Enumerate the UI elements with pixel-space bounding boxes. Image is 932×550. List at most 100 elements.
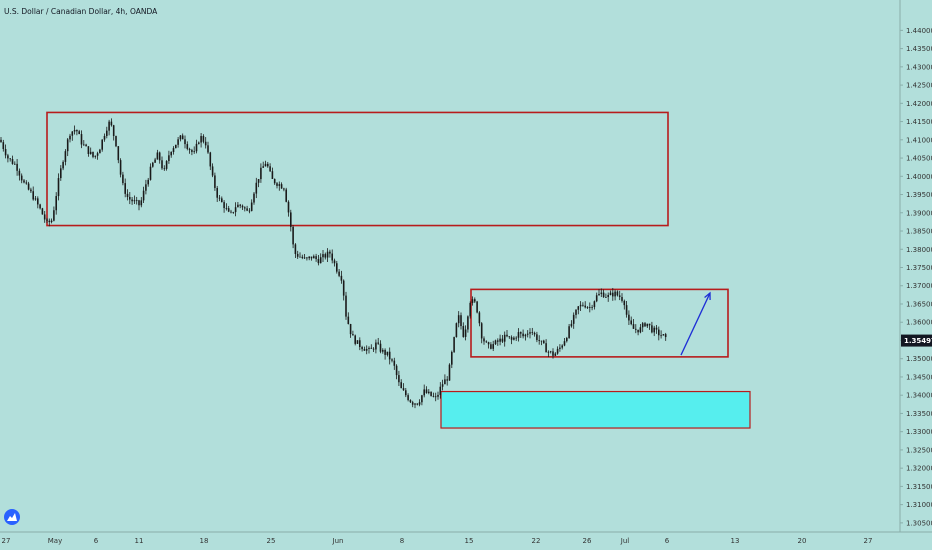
resistance-box[interactable] [46,111,669,227]
candle [294,243,297,258]
candle [660,330,662,339]
candle [4,144,7,159]
candle [365,345,368,355]
candle [103,133,106,142]
candle [480,322,483,344]
candle [23,178,25,184]
projection-arrow[interactable] [680,292,711,356]
candle [115,135,117,148]
candle [554,352,557,357]
candle [342,279,345,301]
candle [540,340,543,346]
candle [138,199,140,211]
candle [234,202,237,217]
price-tick-label: 1.38000 [906,246,932,254]
candle [195,139,198,154]
candle [290,209,292,232]
candle [598,289,600,296]
time-tick-label: 20 [798,537,807,545]
candle [644,322,646,328]
candle [515,336,517,341]
candle [563,337,566,347]
price-axis: 1.44000 1.43500 1.43000 1.42500 1.42000 1.415… [899,0,932,532]
candle [60,165,62,181]
candle [248,208,251,214]
candle [11,155,14,165]
candle [313,254,315,259]
candle [455,322,458,338]
candle [2,139,5,152]
candle [133,195,136,205]
candle [591,304,593,311]
candle [586,306,589,310]
candle [517,328,520,342]
candle [108,119,110,136]
candle [628,310,630,326]
candle [347,312,350,325]
candle [30,187,32,194]
candle [340,270,343,284]
candle [375,339,377,354]
candle [605,293,607,298]
price-tick-label: 1.30500 [906,519,932,527]
support-zone[interactable] [440,390,751,429]
tradingview-icon[interactable] [4,509,20,525]
candle [632,319,635,329]
candle [181,133,184,140]
candle [71,131,74,141]
candle [230,209,232,214]
candle [64,149,67,166]
candle [414,403,416,409]
candle [241,204,244,211]
candle [76,129,78,136]
candle [444,374,446,385]
candle [402,383,405,391]
candle [492,340,494,352]
candle [163,165,166,171]
candle [145,179,147,195]
candle [577,306,580,315]
candle [421,394,423,406]
price-tick-label: 1.43500 [906,45,932,53]
candle [655,324,658,334]
candle [209,151,212,171]
candle [119,158,122,178]
candle [570,320,573,328]
price-tick-label: 1.31000 [906,501,932,509]
candle [368,346,370,354]
candle [503,331,506,347]
candle [579,301,582,311]
range-box[interactable] [470,288,729,358]
candle [198,141,200,145]
candle [218,195,221,202]
candle [126,189,129,201]
candle [359,337,361,351]
candle [388,347,391,365]
candle [92,151,94,159]
candle [478,311,481,327]
price-tick-label: 1.35000 [906,355,932,363]
candle [110,118,113,127]
candle [122,171,124,186]
candles-layer [0,118,667,409]
candle [434,392,437,402]
candle [152,161,154,168]
candle [96,151,99,160]
price-tick-label: 1.37000 [906,282,932,290]
time-tick-label: 27 [864,537,873,545]
candle [283,187,285,192]
candle [158,151,161,164]
price-tick-label: 1.40500 [906,155,932,163]
candle [101,139,103,152]
candle [639,324,642,334]
candle [510,335,513,345]
candle [94,155,97,159]
price-tick-label: 1.32500 [906,446,932,454]
price-tick-label: 1.43000 [906,63,932,71]
candle [308,256,310,261]
candle [34,195,37,201]
candle [322,250,324,262]
candle [379,340,382,354]
